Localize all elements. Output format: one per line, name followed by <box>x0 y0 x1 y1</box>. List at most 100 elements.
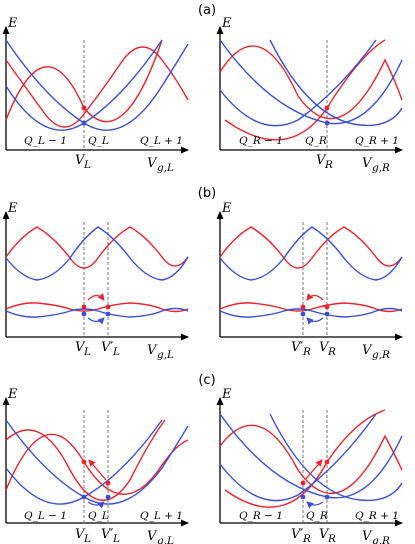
svg-text:Q_L + 1: Q_L + 1 <box>140 510 183 522</box>
energy-axis-label: E <box>221 387 232 402</box>
svg-text:E: E <box>221 387 232 402</box>
blue-state-dot-prime <box>105 494 111 500</box>
blue-parabola-2 <box>219 413 377 502</box>
svg-text:Q_R: Q_R <box>305 135 327 147</box>
blue-parabola-2 <box>219 39 377 127</box>
red-state-dot <box>81 105 87 111</box>
red-parabola-3 <box>297 434 403 495</box>
svg-text:R: R <box>302 346 311 358</box>
svg-text:V: V <box>147 156 158 171</box>
charge-label-QR: Q_R <box>305 135 327 147</box>
svg-text:L: L <box>83 346 91 358</box>
red-parabola-1 <box>219 424 299 471</box>
svg-text:g,R: g,R <box>372 349 390 361</box>
charge-label-QR-minus-1: Q_R − 1 <box>239 135 283 147</box>
energy-axis-label: E <box>7 387 18 402</box>
svg-text:L: L <box>112 346 120 358</box>
svg-text:V: V <box>362 343 373 358</box>
svg-text:Q_R + 1: Q_R + 1 <box>355 135 399 147</box>
svg-text:V: V <box>75 153 86 168</box>
svg-text:g,L: g,L <box>157 535 174 544</box>
svg-text:R: R <box>324 159 333 171</box>
svg-text:V: V <box>362 156 373 171</box>
svg-text:V: V <box>75 340 86 355</box>
blue-parabola-3 <box>5 39 189 131</box>
svg-text:E: E <box>221 201 232 216</box>
lower-blue-band <box>219 307 403 318</box>
red-transition-arrow <box>87 293 105 301</box>
blue-state-dot <box>81 494 87 500</box>
vline-label-VR-prime: V′ R <box>291 527 311 544</box>
vline-label-VL-prime: V′ L <box>101 527 120 544</box>
charge-label-QR-plus-1: Q_R + 1 <box>355 510 399 522</box>
svg-text:g,R: g,R <box>372 162 390 174</box>
blue-state-dot-prime <box>300 494 306 500</box>
red-state-dot <box>324 459 330 465</box>
red-parabola <box>5 46 189 128</box>
svg-text:Q_L: Q_L <box>88 510 109 522</box>
red-transition-arrow <box>304 459 323 481</box>
svg-text:E: E <box>7 16 18 31</box>
red-parabola-2 <box>224 409 386 508</box>
panel-label-b: (b) <box>198 186 216 201</box>
svg-text:E: E <box>7 201 18 216</box>
red-state-dot <box>81 304 87 310</box>
blue-parabola-3 <box>5 419 189 505</box>
svg-text:g,L: g,L <box>157 162 174 174</box>
svg-text:V: V <box>319 527 330 542</box>
blue-transition-arrow <box>306 317 324 325</box>
svg-text:R: R <box>327 533 336 544</box>
svg-text:V′: V′ <box>291 340 303 355</box>
svg-text:L: L <box>83 159 91 171</box>
blue-state-dot-prime <box>105 311 111 317</box>
energy-axis-label: E <box>221 16 232 31</box>
blue-state-dot <box>81 311 87 317</box>
svg-text:R: R <box>302 533 311 544</box>
svg-text:V: V <box>75 527 86 542</box>
red-parabola-3 <box>83 439 189 495</box>
svg-text:Q_L + 1: Q_L + 1 <box>140 135 183 147</box>
svg-text:Q_R + 1: Q_R + 1 <box>355 510 399 522</box>
blue-state-dot <box>81 120 87 126</box>
red-parabola-right <box>83 39 163 123</box>
red-state-dot-prime <box>105 304 111 310</box>
blue-state-dot <box>324 311 330 317</box>
vline-label-VL-prime: V′ L <box>101 340 120 358</box>
svg-text:Q_L − 1: Q_L − 1 <box>24 135 67 147</box>
panel-label-a: (a) <box>198 3 216 18</box>
red-parabola-1 <box>219 45 299 97</box>
energy-axis-label: E <box>7 16 18 31</box>
lower-red-band <box>219 302 403 313</box>
svg-text:E: E <box>221 16 232 31</box>
svg-text:R: R <box>327 346 336 358</box>
blue-state-dot <box>324 494 330 500</box>
charge-label-QL-plus-1: Q_L + 1 <box>140 135 183 147</box>
svg-text:L: L <box>112 533 120 544</box>
red-transition-arrow <box>306 293 324 301</box>
svg-text:Q_L: Q_L <box>88 135 109 147</box>
svg-text:E: E <box>7 387 18 402</box>
red-state-dot <box>324 105 330 111</box>
red-state-dot-prime <box>300 480 306 486</box>
svg-text:Q_R: Q_R <box>306 510 328 522</box>
charge-label-QL-minus-1: Q_L − 1 <box>24 510 67 522</box>
svg-text:V′: V′ <box>291 527 303 542</box>
charge-label-QR-plus-1: Q_R + 1 <box>355 135 399 147</box>
svg-text:Q_R − 1: Q_R − 1 <box>239 135 283 147</box>
energy-axis-label: E <box>221 201 232 216</box>
